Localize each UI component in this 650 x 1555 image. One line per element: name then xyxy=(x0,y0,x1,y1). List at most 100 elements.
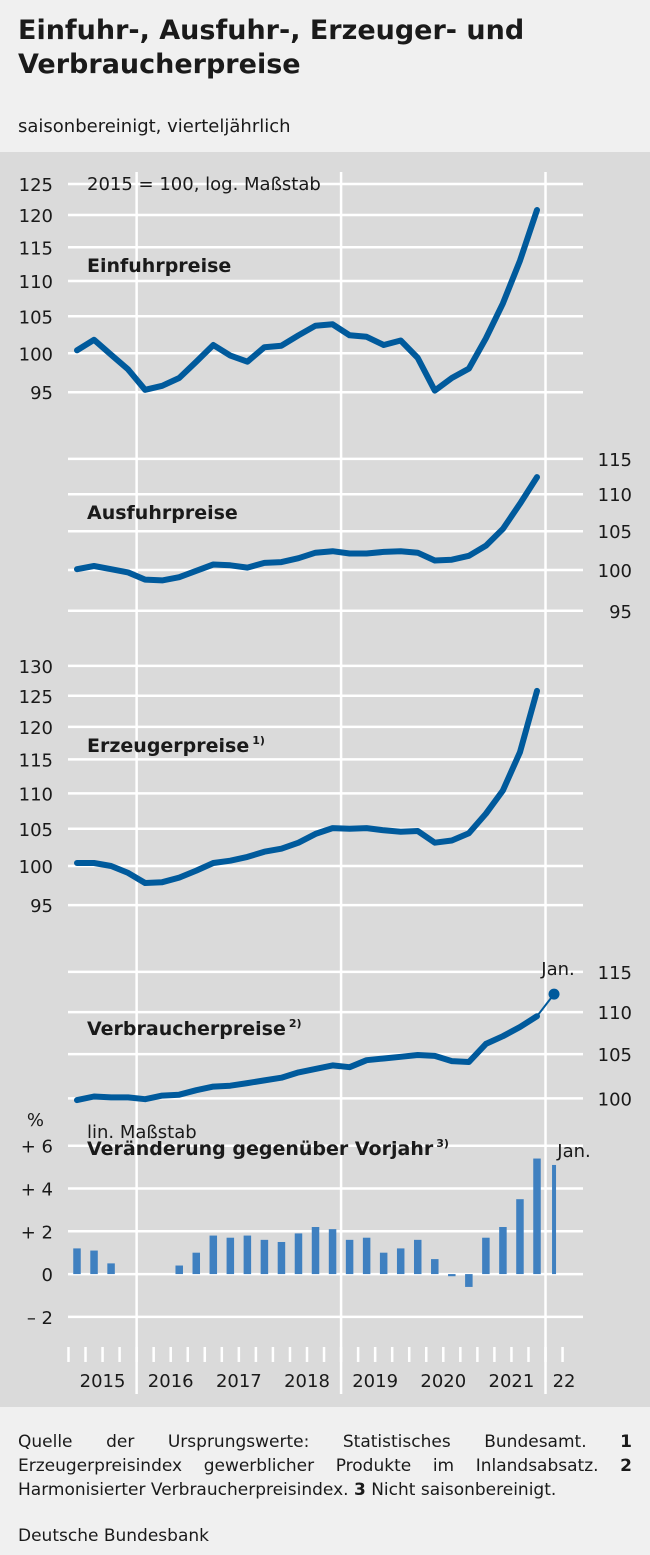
bar xyxy=(328,1229,337,1275)
price-chart: 95 100 105 110 115 120 125 Einfuhrpreise 2015 = … xyxy=(19,172,632,1394)
y-tick-label: 95 xyxy=(609,602,632,623)
point-label: Jan. xyxy=(540,959,574,980)
y-tick-label: + 6 xyxy=(21,1137,53,1158)
bar xyxy=(482,1237,490,1275)
chart-title: Einfuhr-, Ausfuhr-, Erzeuger- und Verbra… xyxy=(18,15,525,80)
y-tick-label: 105 xyxy=(19,820,53,841)
y-tick-label: 115 xyxy=(598,963,632,984)
y-tick-label: 0 xyxy=(42,1265,53,1286)
source-note: Quelle der Ursprungswerte: Statistisches… xyxy=(18,1430,632,1502)
data-point xyxy=(548,988,560,1000)
series-line xyxy=(74,1013,540,1104)
series-title: Ausfuhrpreise xyxy=(87,502,238,524)
bar xyxy=(379,1252,388,1275)
y-tick-label: 130 xyxy=(19,657,53,678)
x-axis-ticks: 2015 2016 2017 2018 2019 2020 2021 22 xyxy=(67,1347,576,1392)
y-tick-label: 110 xyxy=(19,272,53,293)
bar xyxy=(552,1164,557,1275)
y-tick-label: 110 xyxy=(598,485,632,506)
bar xyxy=(260,1239,269,1275)
y-tick-label: 95 xyxy=(30,896,53,917)
y-tick-label: 105 xyxy=(598,522,632,543)
bar xyxy=(362,1237,371,1275)
series-title: Erzeugerpreise 1) xyxy=(87,734,265,757)
y-tick-label: 100 xyxy=(19,857,53,878)
series-line xyxy=(74,687,540,886)
note-text: Harmonisierter Verbraucherpreisindex. xyxy=(18,1480,349,1500)
bar xyxy=(192,1252,201,1275)
y-tick-label: + 2 xyxy=(21,1222,53,1243)
chart-panel: 95 100 105 110 115 120 125 Einfuhrpreise 2015 = … xyxy=(0,152,650,1407)
series-title: Veränderung gegenüber Vorjahr 3) xyxy=(87,1137,449,1160)
y-tick-label: – 2 xyxy=(27,1308,53,1329)
series-title: Verbraucherpreise 2) xyxy=(87,1017,302,1040)
footnote-marker: 3) xyxy=(436,1137,449,1150)
note-number: 2 xyxy=(620,1456,632,1476)
bar xyxy=(175,1265,183,1275)
x-tick-label: 2019 xyxy=(352,1371,398,1392)
x-tick-label: 2021 xyxy=(489,1371,535,1392)
series-line xyxy=(74,474,540,584)
bar xyxy=(73,1248,81,1275)
footnote-marker: 1) xyxy=(252,734,265,747)
bar xyxy=(533,1158,541,1275)
unit-label: % xyxy=(27,1110,44,1131)
x-tick-label: 2020 xyxy=(420,1371,466,1392)
bar xyxy=(345,1239,354,1275)
note-text: Nicht saisonbereinigt. xyxy=(371,1480,557,1500)
x-tick-label: 2018 xyxy=(284,1371,330,1392)
note-number: 1 xyxy=(620,1432,633,1452)
scale-note: 2015 = 100, log. Maßstab xyxy=(87,174,321,195)
y-tick-label: 120 xyxy=(19,718,53,739)
bar xyxy=(396,1248,405,1275)
y-tick-label: 110 xyxy=(598,1003,632,1024)
source-prefix: Quelle der Ursprungswerte: Statistisches… xyxy=(18,1432,587,1452)
chart-panel-2: 95 100 105 110 115 Ausfuhrpreise xyxy=(68,450,632,623)
y-tick-label: 115 xyxy=(19,238,53,259)
bar xyxy=(311,1227,320,1275)
y-tick-label: 115 xyxy=(19,750,53,771)
note-number: 3 xyxy=(353,1480,366,1500)
bar xyxy=(226,1237,235,1275)
chart-panel-1: 95 100 105 110 115 120 125 Einfuhrpreise 2015 = … xyxy=(19,174,583,404)
bar xyxy=(413,1239,422,1275)
series-title: Einfuhrpreise xyxy=(87,255,231,277)
scale-note: lin. Maßstab xyxy=(87,1122,197,1143)
x-tick-label: 2017 xyxy=(216,1371,262,1392)
y-tick-label: 125 xyxy=(19,687,53,708)
chart-header: Einfuhr-, Ausfuhr-, Erzeuger- und Verbra… xyxy=(0,0,650,152)
y-tick-label: 100 xyxy=(598,561,632,582)
bar xyxy=(243,1235,252,1275)
bar xyxy=(277,1241,286,1275)
point-label: Jan. xyxy=(556,1141,590,1162)
chart-panel-4: 100 105 110 115 Verbraucherpreise 2) Jan. xyxy=(68,959,632,1110)
y-tick-label: 95 xyxy=(30,383,53,404)
series-line xyxy=(74,207,540,394)
y-tick-label: + 4 xyxy=(21,1179,53,1200)
bar xyxy=(90,1250,98,1275)
bar xyxy=(448,1274,456,1277)
bar xyxy=(499,1227,507,1275)
y-tick-label: 100 xyxy=(19,344,53,365)
y-tick-label: 105 xyxy=(598,1045,632,1066)
chart-subtitle: saisonbereinigt, vierteljährlich xyxy=(18,116,291,137)
bar xyxy=(431,1259,439,1275)
bar xyxy=(209,1235,218,1275)
publisher: Deutsche Bundesbank xyxy=(18,1526,209,1546)
chart-panel-3: 95 100 105 110 115 120 125 130 Erzeugerpreise 1) xyxy=(19,657,583,917)
y-tick-label: 125 xyxy=(19,175,53,196)
bar xyxy=(465,1274,473,1287)
bar xyxy=(516,1199,524,1275)
chart-footer: Quelle der Ursprungswerte: Statistisches… xyxy=(0,1416,650,1555)
x-tick-label: 22 xyxy=(553,1371,576,1392)
chart-panel-5: – 2 0 + 2 + 4 + 6 Veränderung gegenüber Vorja… xyxy=(21,1110,591,1329)
x-tick-label: 2016 xyxy=(148,1371,194,1392)
y-tick-label: 105 xyxy=(19,307,53,328)
bar xyxy=(107,1263,115,1275)
y-tick-label: 100 xyxy=(598,1089,632,1110)
bar xyxy=(294,1233,303,1275)
y-tick-label: 115 xyxy=(598,450,632,471)
y-tick-label: 110 xyxy=(19,784,53,805)
note-text: Erzeugerpreisindex gewerblicher Produkte… xyxy=(18,1456,599,1476)
x-tick-label: 2015 xyxy=(80,1371,126,1392)
